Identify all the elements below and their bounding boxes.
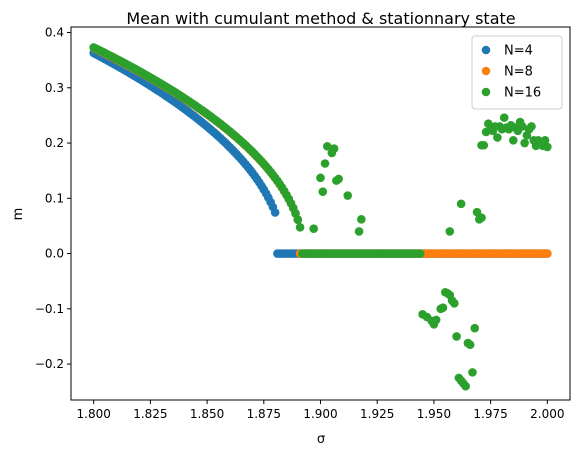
data-point-n16 <box>329 144 339 153</box>
points-layer <box>89 43 552 391</box>
data-point-n16 <box>431 315 441 325</box>
data-point-n8 <box>543 249 552 258</box>
x-tick-label: 1.825 <box>133 407 167 421</box>
y-tick-label: −0.1 <box>35 302 64 316</box>
data-point-n16 <box>416 249 425 258</box>
x-axis-label: σ <box>317 432 325 447</box>
data-point-n16 <box>323 142 332 151</box>
data-point-n16 <box>461 381 470 391</box>
data-point-n16 <box>343 191 353 200</box>
data-point-n16 <box>499 113 509 122</box>
data-point-n16 <box>477 213 486 222</box>
x-tick-label: 1.850 <box>190 407 224 421</box>
legend-marker <box>481 45 491 55</box>
data-point-n16 <box>520 138 529 148</box>
data-point-n16 <box>493 133 502 142</box>
legend-marker <box>481 87 491 97</box>
data-point-n16 <box>450 298 459 308</box>
legend-marker <box>481 66 491 76</box>
data-point-n16 <box>470 323 480 333</box>
x-axis: 1.800 1.825 1.850 1.875 1.900 1.925 1.950 1.975… <box>77 400 564 421</box>
data-point-n16 <box>354 227 364 236</box>
data-point-n16 <box>320 159 330 168</box>
chart-title: Mean with cumulant method & stationnary … <box>126 9 515 28</box>
data-point-n16 <box>293 215 303 224</box>
data-point-n16 <box>445 227 455 236</box>
data-point-n16 <box>334 174 343 184</box>
y-axis-label: m <box>11 208 26 221</box>
x-tick-label: 1.900 <box>303 407 337 421</box>
data-point-n16 <box>316 173 325 183</box>
data-point-n4 <box>270 208 280 217</box>
data-point-n16 <box>468 368 477 377</box>
data-point-n16 <box>318 187 328 196</box>
x-tick-label: 1.800 <box>77 407 111 421</box>
data-point-n16 <box>508 135 518 145</box>
x-tick-label: 1.925 <box>360 407 394 421</box>
x-tick-label: 1.875 <box>247 407 281 421</box>
legend-label: N=4 <box>504 44 533 59</box>
data-point-n16 <box>357 215 366 224</box>
data-point-n16 <box>456 199 466 209</box>
x-tick-label: 2.000 <box>530 407 564 421</box>
legend: N=4 N=8 N=16 <box>471 35 563 110</box>
data-point-n16 <box>452 332 461 341</box>
y-tick-label: 0.0 <box>45 247 64 261</box>
legend-label: N=8 <box>504 65 533 80</box>
y-axis: −0.2 −0.1 0.0 0.1 0.2 0.3 0.4 <box>35 26 71 371</box>
x-tick-label: 1.950 <box>417 407 451 421</box>
legend-box <box>471 35 563 110</box>
data-point-n16 <box>438 303 448 313</box>
data-point-n16 <box>309 224 318 233</box>
data-point-n16 <box>543 142 552 152</box>
data-point-n16 <box>465 340 475 350</box>
data-point-n16 <box>295 223 305 232</box>
data-point-n16 <box>527 122 536 131</box>
data-point-n16 <box>479 140 489 150</box>
y-tick-label: 0.1 <box>45 191 64 205</box>
legend-label: N=16 <box>504 86 541 101</box>
x-tick-label: 1.975 <box>473 407 507 421</box>
y-tick-label: −0.2 <box>35 357 64 371</box>
y-tick-label: 0.3 <box>45 81 64 95</box>
y-tick-label: 0.4 <box>45 26 64 40</box>
data-point-n16 <box>540 135 550 145</box>
data-point-n16 <box>518 122 527 131</box>
y-tick-label: 0.2 <box>45 136 64 150</box>
